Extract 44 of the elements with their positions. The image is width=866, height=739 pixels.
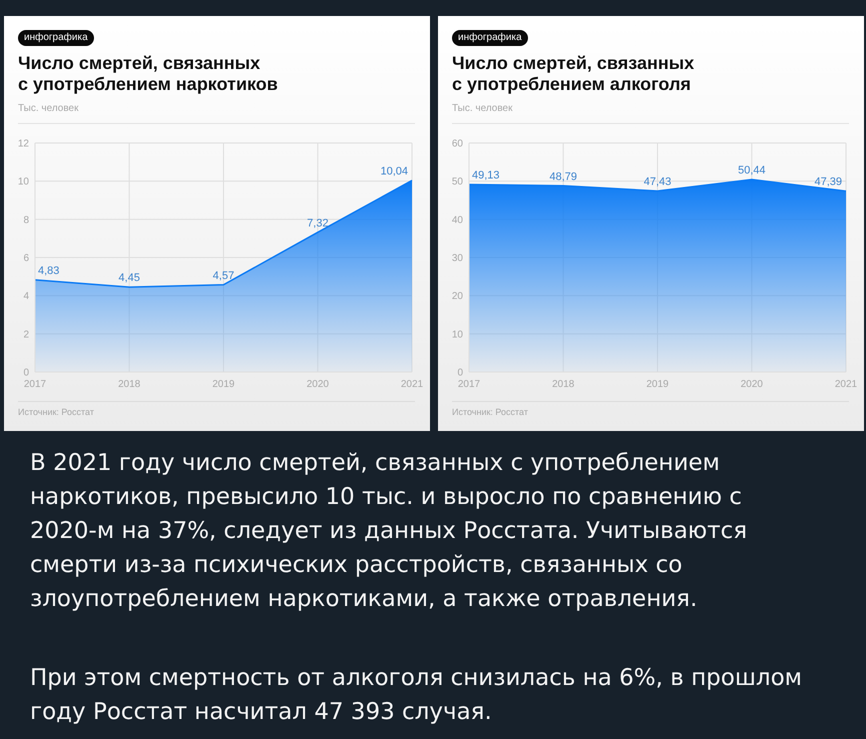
data-label: 49,13 — [472, 169, 500, 182]
text: В 2021 году число смертей, связанных с употреблением наркотиков, превысило 10 тыс. и выросло по сравнению с 2020-м на 37%, следует из данных Росстата. Учитываются смерти из-за психических расстройств, связанных со злоупотреблением наркотиками, а также отравления. — [30, 450, 748, 612]
chart-title: Число смертей, связанных с употреблением наркотиков — [18, 53, 278, 94]
y-tick-label: 2 — [23, 329, 30, 340]
x-tick-label: 2017 — [458, 379, 481, 390]
x-tick-label: 2017 — [24, 379, 47, 390]
data-label: 48,79 — [549, 170, 578, 183]
y-axis-title: Тыс. человек — [18, 103, 78, 114]
text: Источник: Росстат — [18, 407, 94, 417]
y-tick-label: 6 — [23, 253, 30, 264]
y-tick-label: 40 — [452, 214, 464, 226]
data-label: 4,83 — [38, 264, 60, 277]
data-label: 47,43 — [644, 176, 672, 188]
y-tick-label: 8 — [23, 214, 30, 226]
data-label: 4,45 — [118, 272, 140, 284]
x-tick-label: 2021 — [834, 379, 858, 390]
text: При этом смертность от алкоголя снизилась на 6%, в прошлом году Росстат насчитал 47 393 случая. — [30, 665, 802, 725]
x-tick-label: 2018 — [118, 379, 141, 390]
y-tick-label: 0 — [457, 368, 464, 379]
data-label: 10,04 — [380, 165, 408, 178]
chart-title: Число смертей, связанных с употреблением алкоголя — [452, 53, 694, 94]
x-tick-label: 2018 — [552, 379, 575, 390]
y-tick-label: 12 — [18, 138, 30, 150]
text: инфографика — [24, 32, 88, 43]
x-tick-label: 2020 — [740, 379, 764, 390]
y-tick-label: 20 — [452, 291, 464, 302]
y-tick-label: 50 — [452, 176, 464, 188]
data-label: 47,39 — [814, 176, 842, 188]
data-label: 4,57 — [212, 270, 234, 282]
y-tick-label: 4 — [23, 291, 30, 302]
x-tick-label: 2019 — [212, 379, 236, 390]
y-tick-label: 10 — [452, 329, 464, 340]
data-label: 50,44 — [738, 164, 766, 176]
y-tick-label: 10 — [18, 176, 30, 188]
x-tick-label: 2020 — [306, 379, 330, 390]
y-tick-label: 0 — [23, 368, 30, 379]
y-tick-label: 30 — [452, 253, 464, 264]
y-axis-title: Тыс. человек — [452, 103, 512, 114]
text: Источник: Росстат — [452, 407, 528, 417]
text: инфографика — [458, 32, 522, 43]
x-tick-label: 2021 — [400, 379, 424, 390]
y-tick-label: 60 — [452, 138, 464, 150]
data-label: 7,32 — [307, 217, 328, 230]
x-tick-label: 2019 — [646, 379, 670, 390]
